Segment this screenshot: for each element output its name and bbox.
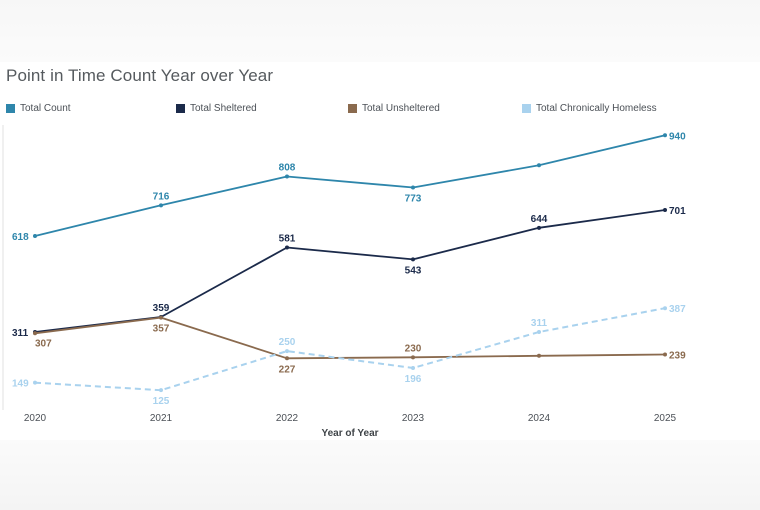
- data-label-total-chronically-homeless: 250: [279, 337, 296, 348]
- data-point-total-count: [411, 185, 415, 190]
- data-label-total-sheltered: 543: [405, 265, 422, 276]
- data-label-total-unsheltered: 227: [279, 364, 296, 375]
- data-point-total-sheltered: [663, 208, 667, 213]
- data-point-total-chronically-homeless: [285, 349, 289, 354]
- data-label-total-sheltered: 644: [531, 214, 548, 225]
- legend-item-total-chronically-homeless[interactable]: Total Chronically Homeless: [522, 103, 657, 114]
- legend-label-total-count: Total Count: [20, 103, 71, 114]
- data-point-total-count: [285, 174, 289, 179]
- legend-label-total-chronically-homeless: Total Chronically Homeless: [536, 103, 657, 114]
- legend-swatch-total-unsheltered: [348, 104, 357, 113]
- data-label-total-chronically-homeless: 311: [531, 318, 548, 329]
- data-label-total-chronically-homeless: 387: [669, 304, 686, 315]
- data-label-total-count: 808: [279, 163, 296, 174]
- data-label-total-chronically-homeless: 149: [12, 379, 29, 390]
- data-point-total-count: [33, 233, 37, 238]
- x-tick-label: 2023: [402, 413, 425, 424]
- legend-item-total-sheltered[interactable]: Total Sheltered: [176, 103, 257, 114]
- data-label-total-count: 773: [405, 193, 422, 204]
- data-point-total-count: [663, 133, 667, 138]
- data-point-total-chronically-homeless: [33, 380, 37, 385]
- legend-item-total-unsheltered[interactable]: Total Unsheltered: [348, 103, 440, 114]
- data-point-total-chronically-homeless: [159, 388, 163, 393]
- data-point-total-unsheltered: [159, 315, 163, 320]
- data-point-total-unsheltered: [411, 355, 415, 360]
- data-label-total-unsheltered: 307: [35, 338, 52, 349]
- data-label-total-chronically-homeless: 196: [405, 374, 422, 385]
- x-tick-label: 2022: [276, 413, 299, 424]
- x-axis-label: Year of Year: [321, 428, 379, 439]
- series-line-total-sheltered: [34, 209, 666, 333]
- data-label-total-sheltered: 359: [153, 303, 170, 314]
- data-label-total-unsheltered: 357: [153, 324, 170, 335]
- legend-swatch-total-sheltered: [176, 104, 185, 113]
- x-tick-label: 2025: [654, 413, 677, 424]
- legend-swatch-total-count: [6, 104, 15, 113]
- data-label-total-unsheltered: 239: [669, 351, 686, 362]
- data-label-total-count: 940: [669, 131, 686, 142]
- series-line-total-chronically-homeless: [34, 307, 666, 392]
- x-tick-label: 2024: [528, 413, 551, 424]
- legend-label-total-unsheltered: Total Unsheltered: [362, 103, 440, 114]
- data-point-total-chronically-homeless: [537, 330, 541, 335]
- data-label-total-unsheltered: 230: [405, 343, 422, 354]
- data-point-total-sheltered: [411, 257, 415, 262]
- data-point-total-chronically-homeless: [411, 365, 415, 370]
- data-label-total-sheltered: 701: [669, 206, 686, 217]
- data-point-total-unsheltered: [663, 352, 667, 357]
- data-label-total-count: 618: [12, 232, 29, 243]
- bottom-band: [0, 440, 760, 510]
- data-label-total-count: 716: [153, 191, 170, 202]
- legend-swatch-total-chronically-homeless: [522, 104, 531, 113]
- data-point-total-unsheltered: [285, 356, 289, 361]
- data-point-total-chronically-homeless: [663, 306, 667, 311]
- top-band: [0, 0, 760, 62]
- data-point-total-sheltered: [537, 225, 541, 230]
- data-label-total-sheltered: 581: [279, 234, 296, 245]
- plot-left-border: [2, 125, 4, 410]
- chart-title: Point in Time Count Year over Year: [6, 66, 274, 85]
- legend-item-total-count[interactable]: Total Count: [6, 103, 71, 114]
- series-line-total-count: [34, 134, 666, 237]
- x-tick-label: 2021: [150, 413, 173, 424]
- legend-label-total-sheltered: Total Sheltered: [190, 103, 257, 114]
- data-label-total-chronically-homeless: 125: [153, 396, 170, 407]
- x-tick-label: 2020: [24, 413, 47, 424]
- data-label-total-sheltered: 311: [12, 328, 29, 339]
- legend: Total Count Total Sheltered Total Unshel…: [6, 103, 746, 119]
- series-line-total-unsheltered: [34, 316, 666, 360]
- data-point-total-unsheltered: [537, 353, 541, 358]
- data-point-total-unsheltered: [33, 331, 37, 336]
- data-point-total-count: [159, 203, 163, 208]
- data-point-total-count: [537, 163, 541, 168]
- data-point-total-sheltered: [285, 245, 289, 250]
